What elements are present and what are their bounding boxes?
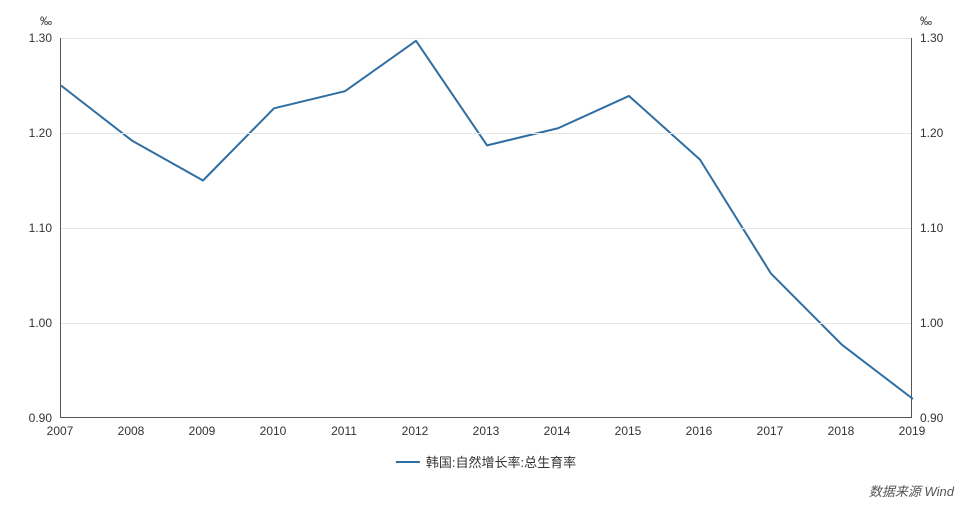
y-tick-left: 1.20 (0, 126, 52, 140)
x-tick: 2019 (899, 424, 926, 438)
x-tick: 2015 (615, 424, 642, 438)
x-tick: 2016 (686, 424, 713, 438)
gridline (61, 133, 911, 134)
y-tick-left: 1.30 (0, 31, 52, 45)
y-tick-right: 1.10 (920, 221, 943, 235)
legend-swatch (396, 461, 420, 463)
y-tick-left: 1.10 (0, 221, 52, 235)
x-tick: 2014 (544, 424, 571, 438)
y-tick-right: 0.90 (920, 411, 943, 425)
y-tick-right: 1.00 (920, 316, 943, 330)
gridline (61, 38, 911, 39)
x-tick: 2012 (402, 424, 429, 438)
y-tick-right: 1.30 (920, 31, 943, 45)
x-tick: 2008 (118, 424, 145, 438)
line-series (61, 41, 913, 399)
y-axis-unit-left: ‰ (40, 14, 52, 28)
chart-container: ‰ ‰ 0.90 1.00 1.10 1.20 1.30 0.90 1.00 1.10 1.2… (0, 0, 972, 508)
plot-area (60, 38, 912, 418)
data-source-label: 数据来源 Wind (869, 481, 954, 500)
x-tick: 2013 (473, 424, 500, 438)
x-tick: 2010 (260, 424, 287, 438)
x-tick: 2018 (828, 424, 855, 438)
y-tick-right: 1.20 (920, 126, 943, 140)
y-tick-left: 0.90 (0, 411, 52, 425)
legend: 韩国:自然增长率:总生育率 (396, 452, 576, 471)
y-axis-unit-right: ‰ (920, 14, 932, 28)
x-tick: 2017 (757, 424, 784, 438)
x-tick: 2007 (47, 424, 74, 438)
gridline (61, 228, 911, 229)
x-tick: 2009 (189, 424, 216, 438)
x-tick: 2011 (331, 424, 357, 438)
legend-label: 韩国:自然增长率:总生育率 (426, 452, 576, 471)
gridline (61, 323, 911, 324)
y-tick-left: 1.00 (0, 316, 52, 330)
